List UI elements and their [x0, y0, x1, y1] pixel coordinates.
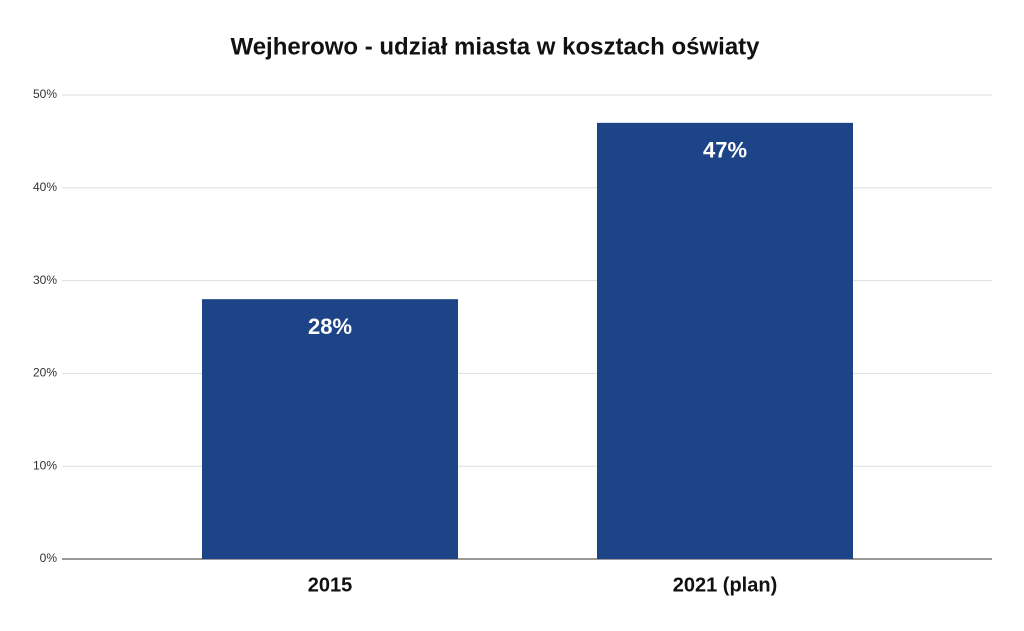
y-tick-label: 50% — [33, 87, 57, 101]
value-label: 28% — [308, 314, 352, 339]
x-tick-label: 2021 (plan) — [673, 574, 777, 596]
x-tick-label: 2015 — [308, 574, 353, 596]
y-tick-label: 10% — [33, 458, 57, 472]
bar — [597, 122, 853, 559]
bar — [202, 299, 458, 559]
chart-title: Wejherowo - udział miasta w kosztach ośw… — [230, 33, 760, 60]
y-tick-label: 0% — [40, 551, 58, 565]
value-label: 47% — [703, 138, 747, 163]
y-tick-label: 20% — [33, 366, 57, 380]
y-tick-label: 40% — [33, 180, 57, 194]
y-tick-label: 30% — [33, 273, 57, 287]
